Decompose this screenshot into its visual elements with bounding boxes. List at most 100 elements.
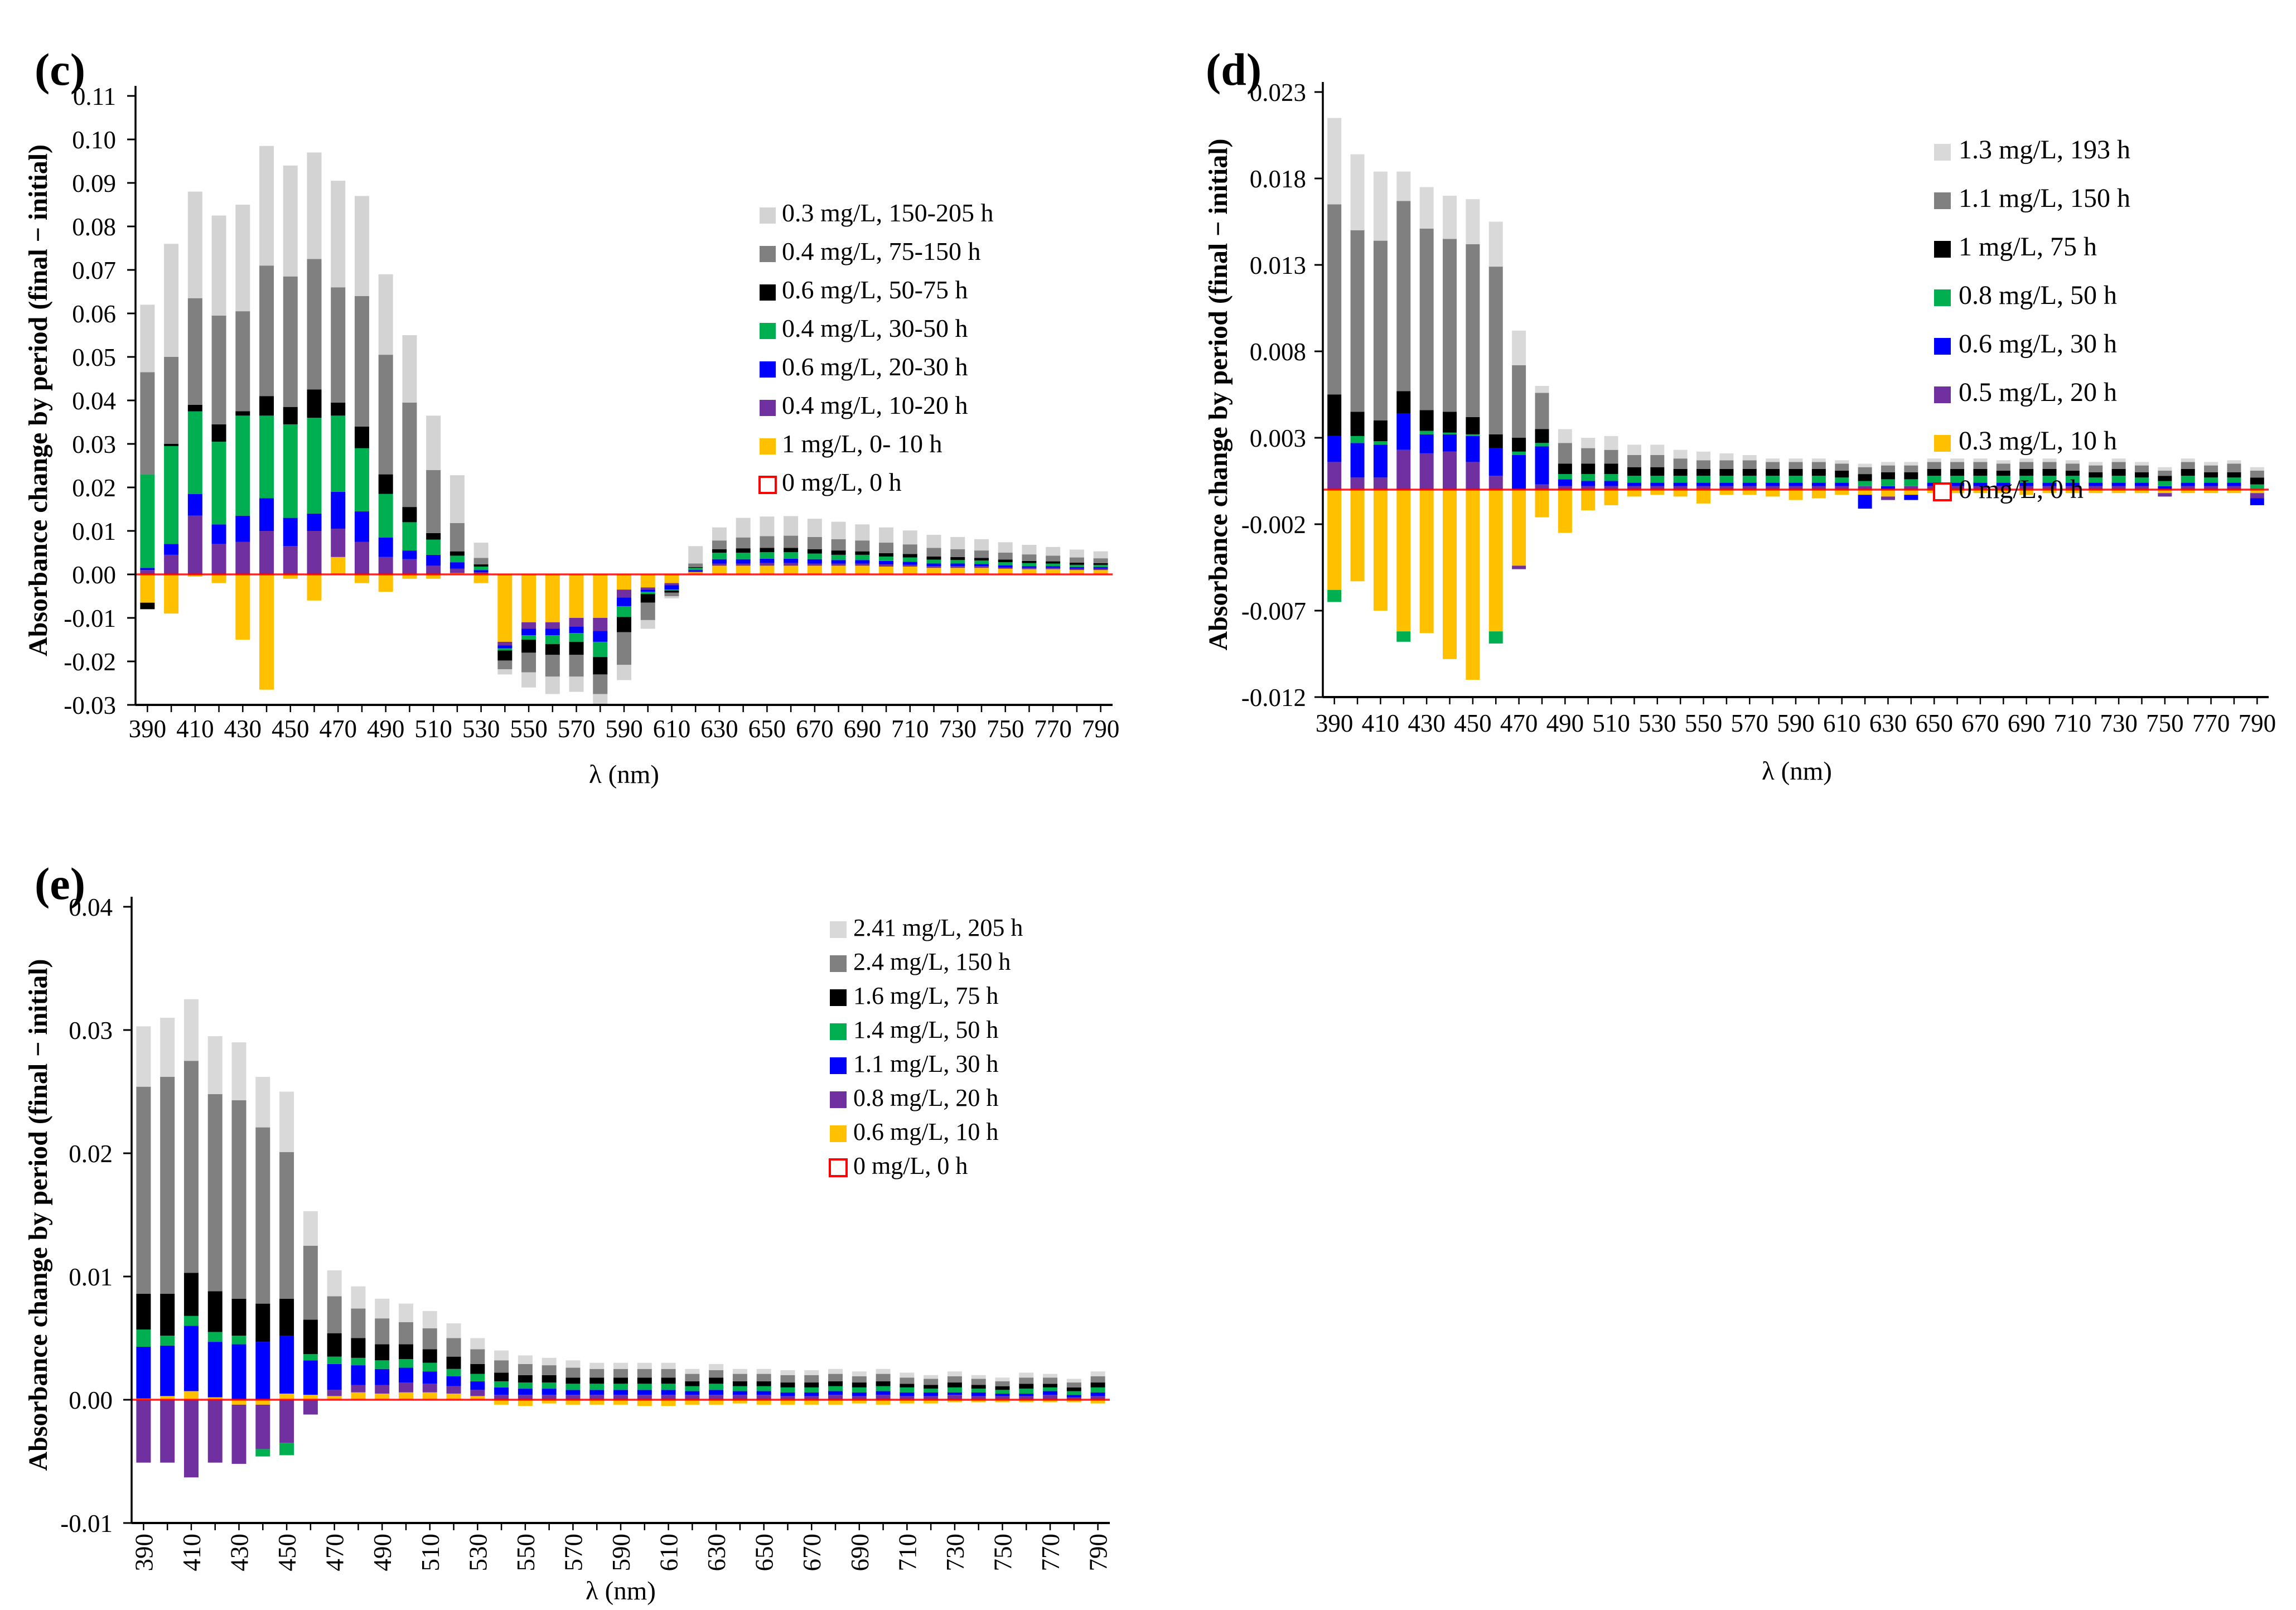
bar-segment bbox=[2019, 476, 2034, 483]
bar-segment bbox=[879, 564, 894, 567]
x-tick-label: 450 bbox=[1454, 709, 1492, 737]
bar-segment bbox=[1904, 465, 1918, 472]
bar-segment bbox=[426, 415, 441, 470]
bar-segment bbox=[1766, 490, 1780, 497]
bar-segment bbox=[1019, 1400, 1034, 1403]
x-tick-label: 570 bbox=[559, 1534, 587, 1572]
bar-segment bbox=[760, 516, 775, 536]
bar-segment bbox=[924, 1400, 939, 1404]
legend-swatch bbox=[1934, 192, 1951, 209]
bar-segment bbox=[2089, 462, 2103, 466]
bar-segment bbox=[255, 1342, 270, 1400]
legend-swatch bbox=[830, 1023, 847, 1040]
bar-segment bbox=[2250, 470, 2264, 478]
bar-segment bbox=[732, 1369, 747, 1374]
bar-segment bbox=[876, 1400, 891, 1405]
bar-segment bbox=[1927, 468, 1941, 476]
bar-segment bbox=[497, 574, 513, 642]
bar-segment bbox=[926, 568, 941, 574]
bar-segment bbox=[1673, 449, 1688, 459]
bar-segment bbox=[637, 1395, 652, 1400]
bar-segment bbox=[279, 1152, 294, 1299]
bar-segment bbox=[2250, 484, 2264, 490]
bar-segment bbox=[231, 1100, 246, 1299]
x-tick-label: 770 bbox=[1034, 715, 1072, 743]
bar-segment bbox=[446, 1356, 461, 1369]
bar-segment bbox=[211, 544, 226, 574]
bar-segment bbox=[712, 565, 727, 574]
bar-segment bbox=[1488, 221, 1503, 267]
bar-segment bbox=[900, 1372, 915, 1378]
x-tick-label: 690 bbox=[844, 715, 882, 743]
bar-segment bbox=[2019, 490, 2034, 495]
bar-segment bbox=[473, 566, 489, 570]
bar-segment bbox=[1350, 443, 1365, 478]
bar-segment bbox=[688, 568, 703, 570]
bar-segment bbox=[664, 583, 679, 586]
bar-segment bbox=[449, 475, 465, 523]
bar-segment bbox=[255, 1404, 270, 1449]
bar-segment bbox=[998, 542, 1013, 553]
bar-segment bbox=[327, 1356, 342, 1364]
bar-segment bbox=[1927, 458, 1941, 462]
bar-segment bbox=[784, 558, 799, 563]
bar-segment bbox=[855, 524, 870, 541]
bar-segment bbox=[351, 1392, 366, 1400]
bar-segment bbox=[1396, 413, 1411, 450]
y-tick-label: -0.03 bbox=[64, 692, 116, 719]
panel-label-e: (e) bbox=[35, 858, 85, 909]
bar-segment bbox=[279, 1336, 294, 1394]
bar-segment bbox=[378, 557, 393, 574]
bar-segment bbox=[470, 1338, 485, 1350]
bar-segment bbox=[351, 1365, 366, 1385]
bar-segment bbox=[2204, 486, 2218, 490]
bar-segment bbox=[187, 574, 202, 577]
bar-segment bbox=[1046, 547, 1061, 556]
bar-segment bbox=[1466, 490, 1480, 680]
bar-segment bbox=[303, 1245, 318, 1320]
bar-segment bbox=[831, 550, 846, 555]
x-tick-label: 590 bbox=[607, 1534, 635, 1572]
bar-segment bbox=[664, 596, 679, 598]
bar-segment bbox=[712, 553, 727, 559]
x-tick-label: 630 bbox=[1869, 709, 1907, 737]
bar-segment bbox=[617, 597, 631, 606]
bar-segment bbox=[1950, 490, 1965, 494]
bar-segment bbox=[1581, 463, 1596, 475]
bar-segment bbox=[2019, 482, 2034, 486]
bar-segment bbox=[331, 287, 346, 403]
bar-segment bbox=[1881, 462, 1895, 466]
bar-segment bbox=[807, 536, 822, 549]
bar-segment bbox=[2065, 486, 2080, 490]
bar-segment bbox=[876, 1386, 891, 1391]
bar-segment bbox=[545, 635, 560, 644]
bar-segment bbox=[712, 559, 727, 564]
y-tick-label: 0.02 bbox=[69, 1140, 113, 1168]
legend-swatch bbox=[1934, 386, 1951, 403]
bar-segment bbox=[1350, 412, 1365, 436]
bar-segment bbox=[950, 568, 965, 574]
bar-segment bbox=[661, 1390, 676, 1395]
bar-segment bbox=[398, 1303, 413, 1322]
bar-segment bbox=[732, 1391, 747, 1395]
bar-segment bbox=[183, 999, 199, 1061]
x-tick-label: 790 bbox=[1085, 1534, 1113, 1572]
bar-segment bbox=[1927, 462, 1941, 469]
bar-segment bbox=[900, 1400, 915, 1404]
bar-segment bbox=[1904, 479, 1918, 486]
bar-segment bbox=[2227, 477, 2241, 483]
bar-segment bbox=[1022, 563, 1037, 567]
legend-swatch bbox=[830, 921, 847, 938]
bar-segment bbox=[852, 1387, 867, 1393]
bar-segment bbox=[2089, 486, 2103, 490]
bar-segment bbox=[1766, 468, 1780, 476]
legend-label: 2.4 mg/L, 150 h bbox=[853, 948, 1011, 975]
bar-segment bbox=[235, 205, 250, 312]
bar-segment bbox=[1950, 486, 1965, 490]
bar-segment bbox=[852, 1392, 867, 1396]
legend-swatch bbox=[1934, 289, 1951, 306]
bar-segment bbox=[1604, 486, 1618, 490]
bar-segment bbox=[998, 567, 1013, 569]
bar-segment bbox=[950, 536, 965, 549]
bar-segment bbox=[2227, 463, 2241, 472]
